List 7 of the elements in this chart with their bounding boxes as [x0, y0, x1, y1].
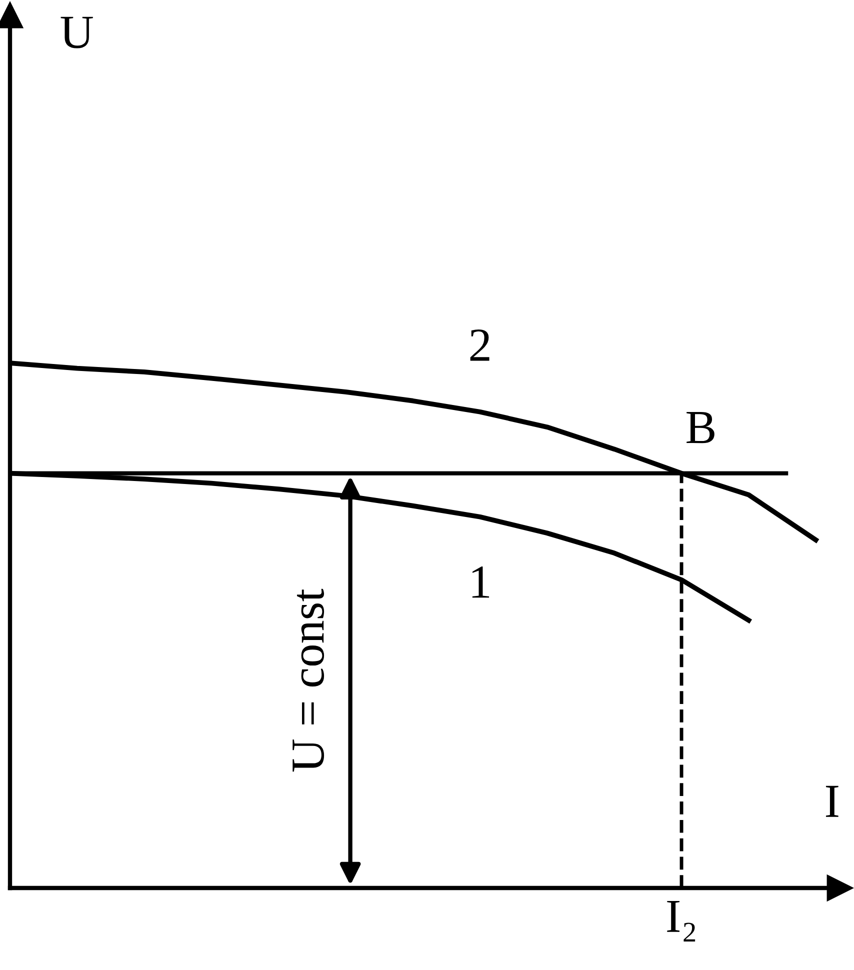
text: I₂: [667, 900, 696, 942]
x-axis-title: I: [826, 786, 838, 817]
series-label: 2: [470, 329, 490, 361]
text: U: [60, 16, 93, 48]
annotation: B: [686, 412, 714, 444]
ref-line-label: U = const: [292, 588, 324, 772]
series-label: 1: [472, 566, 490, 598]
